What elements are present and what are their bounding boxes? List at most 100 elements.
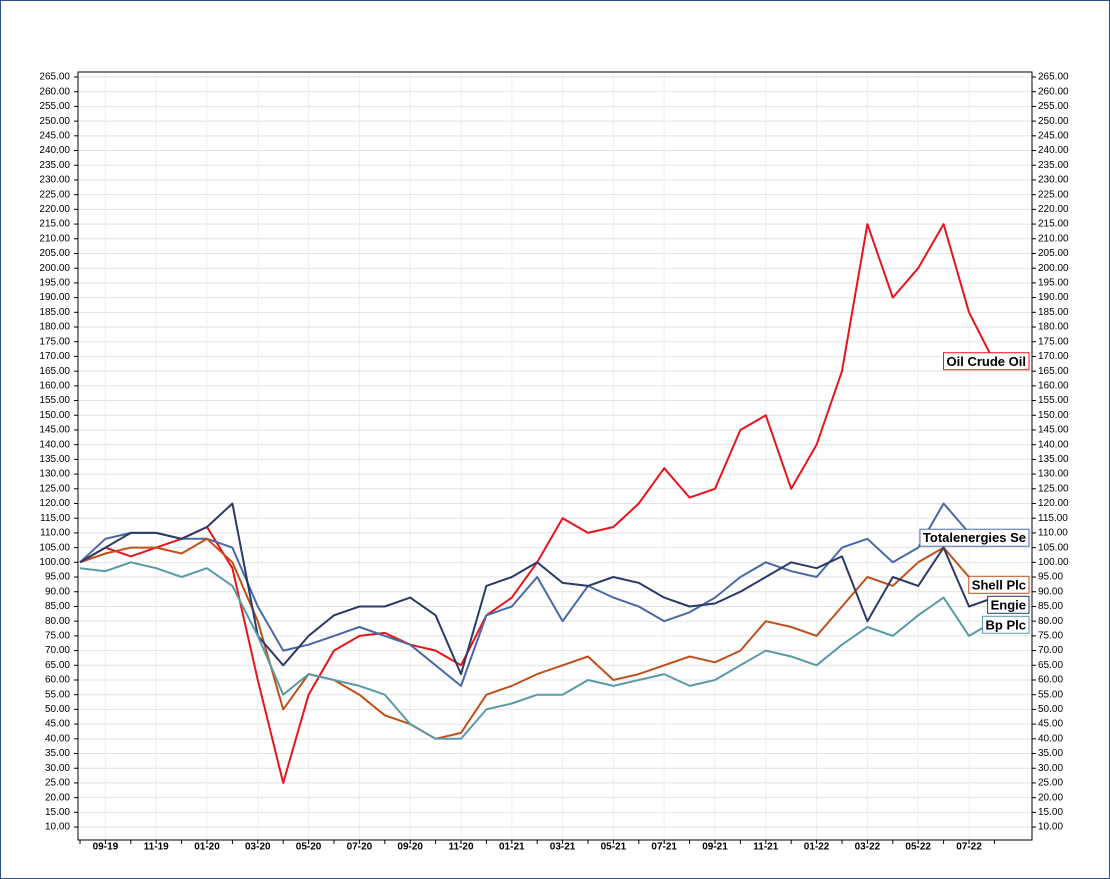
y-tick-label: 245.00 [39, 130, 70, 141]
y-tick-label: 240.00 [39, 145, 70, 156]
x-tick-label: 11-20 [448, 842, 473, 853]
y-tick-label: 260.00 [39, 86, 70, 97]
y2-tick-label: 20.00 [1038, 792, 1063, 803]
y2-tick-label: 150.00 [1038, 410, 1069, 421]
legend-label: Engie [991, 597, 1026, 612]
y2-tick-label: 160.00 [1038, 380, 1069, 391]
legend-box [982, 615, 1030, 634]
y2-tick-label: 115.00 [1038, 513, 1068, 524]
y2-tick-label: 205.00 [1038, 248, 1069, 259]
plot-frame [77, 71, 1033, 841]
legend-label: Shell Plc [972, 577, 1026, 592]
y2-tick-label: 45.00 [1038, 719, 1063, 730]
y-tick-label: 50.00 [45, 704, 70, 715]
y2-tick-label: 15.00 [1038, 807, 1063, 818]
y2-tick-label: 165.00 [1038, 366, 1069, 377]
y-tick-label: 145.00 [39, 425, 70, 436]
y2-tick-label: 80.00 [1038, 616, 1063, 627]
y2-tick-label: 105.00 [1038, 542, 1069, 553]
y-tick-label: 190.00 [39, 292, 70, 303]
x-tick-label: 07-21 [651, 842, 677, 853]
y-tick-label: 125.00 [39, 483, 70, 494]
y2-tick-label: 35.00 [1038, 748, 1063, 759]
y2-tick-label: 40.00 [1038, 733, 1063, 744]
y-tick-label: 95.00 [45, 572, 70, 583]
y-tick-label: 140.00 [39, 439, 70, 450]
y-tick-label: 20.00 [45, 792, 70, 803]
x-tick-label: 03-22 [855, 842, 881, 853]
y-tick-label: 90.00 [45, 586, 70, 597]
x-tick-label: 05-21 [601, 842, 627, 853]
legend-entry: Engie [987, 595, 1030, 614]
y2-tick-label: 100.00 [1038, 557, 1069, 568]
y-tick-label: 60.00 [45, 675, 70, 686]
x-tick-label: 11-21 [753, 842, 778, 853]
y2-tick-label: 215.00 [1038, 219, 1069, 230]
y2-tick-label: 50.00 [1038, 704, 1063, 715]
y-tick-label: 65.00 [45, 660, 70, 671]
legend-box [919, 528, 1030, 547]
y-tick-label: 30.00 [45, 763, 70, 774]
y-tick-label: 115.00 [40, 513, 70, 524]
y2-tick-label: 55.00 [1038, 689, 1063, 700]
y2-tick-label: 175.00 [1038, 336, 1069, 347]
x-tick-label: 11-19 [144, 842, 169, 853]
y2-tick-label: 195.00 [1038, 278, 1069, 289]
y-tick-label: 235.00 [39, 160, 70, 171]
y-tick-label: 45.00 [45, 719, 70, 730]
y-tick-label: 155.00 [39, 395, 70, 406]
y-tick-label: 80.00 [45, 616, 70, 627]
y2-tick-label: 25.00 [1038, 778, 1063, 789]
series-line [79, 502, 995, 687]
grid: 10.00 10.00 15.00 15.00 20.00 20.00 25.00 25.00… [39, 72, 1069, 853]
y2-tick-label: 30.00 [1038, 763, 1063, 774]
y2-tick-label: 170.00 [1038, 351, 1069, 362]
x-tick-label: 03-21 [550, 842, 576, 853]
x-tick-label: 09-21 [702, 842, 728, 853]
x-tick-label: 01-22 [804, 842, 830, 853]
y2-tick-label: 250.00 [1038, 116, 1069, 127]
legend-entry: Oil Crude Oil [943, 352, 1030, 371]
y-tick-label: 250.00 [39, 116, 70, 127]
y2-tick-label: 110.00 [1038, 528, 1068, 539]
legend-label: Totalenergies Se [923, 530, 1026, 545]
y2-tick-label: 130.00 [1038, 469, 1069, 480]
y2-tick-label: 85.00 [1038, 601, 1063, 612]
x-tick-label: 01-20 [194, 842, 220, 853]
y2-tick-label: 265.00 [1038, 72, 1069, 83]
y2-tick-label: 60.00 [1038, 675, 1063, 686]
legend-box [943, 352, 1030, 371]
y-tick-label: 15.00 [45, 807, 70, 818]
y-tick-label: 225.00 [39, 189, 70, 200]
y2-tick-label: 235.00 [1038, 160, 1069, 171]
y-tick-label: 35.00 [45, 748, 70, 759]
x-tick-label: 03-20 [245, 842, 271, 853]
y2-tick-label: 210.00 [1038, 233, 1069, 244]
y-tick-label: 205.00 [39, 248, 70, 259]
y2-tick-label: 90.00 [1038, 586, 1063, 597]
y-tick-label: 185.00 [39, 307, 70, 318]
y2-tick-label: 200.00 [1038, 263, 1069, 274]
y-tick-label: 100.00 [39, 557, 70, 568]
y2-tick-label: 125.00 [1038, 483, 1069, 494]
y2-tick-label: 190.00 [1038, 292, 1069, 303]
y2-tick-label: 10.00 [1038, 822, 1063, 833]
y2-tick-label: 95.00 [1038, 572, 1063, 583]
y2-tick-label: 145.00 [1038, 425, 1069, 436]
y-tick-label: 195.00 [39, 278, 70, 289]
x-tick-label: 05-22 [905, 842, 931, 853]
y-tick-label: 180.00 [39, 322, 70, 333]
y2-tick-label: 155.00 [1038, 395, 1069, 406]
x-tick-label: 09-19 [93, 842, 119, 853]
legend-entry: Totalenergies Se [919, 528, 1030, 547]
y2-tick-label: 75.00 [1038, 631, 1063, 642]
x-tick-label: 05-20 [296, 842, 322, 853]
y-tick-label: 110.00 [40, 528, 70, 539]
y-tick-label: 130.00 [39, 469, 70, 480]
legend-box [968, 575, 1030, 594]
x-tick-label: 01-21 [499, 842, 525, 853]
y2-tick-label: 220.00 [1038, 204, 1069, 215]
y-tick-label: 230.00 [39, 175, 70, 186]
y-tick-label: 105.00 [39, 542, 70, 553]
